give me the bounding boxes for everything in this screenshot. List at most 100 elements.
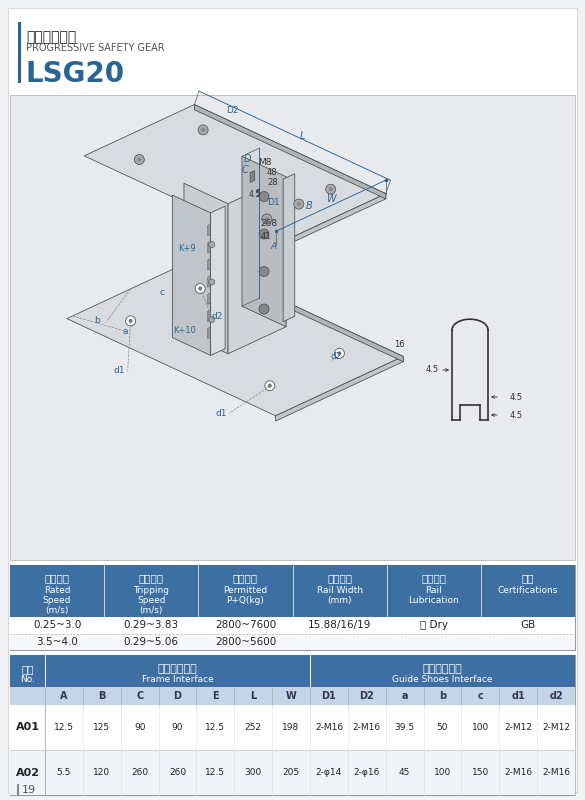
Circle shape bbox=[294, 199, 304, 209]
Circle shape bbox=[195, 283, 205, 294]
Text: a: a bbox=[401, 691, 408, 701]
Text: 0.25~3.0: 0.25~3.0 bbox=[33, 620, 81, 630]
Text: 39.5: 39.5 bbox=[394, 723, 415, 732]
Text: 16: 16 bbox=[394, 340, 405, 349]
Circle shape bbox=[265, 217, 269, 221]
Polygon shape bbox=[67, 259, 403, 416]
Text: 底梁安装接口: 底梁安装接口 bbox=[157, 664, 197, 674]
Circle shape bbox=[129, 319, 133, 323]
Text: 41: 41 bbox=[260, 233, 271, 242]
Text: b: b bbox=[95, 316, 100, 325]
Text: 触发速度: 触发速度 bbox=[139, 573, 164, 583]
Text: Speed: Speed bbox=[43, 596, 71, 605]
Bar bbox=[10, 655, 575, 687]
Text: Rail: Rail bbox=[425, 586, 442, 595]
Text: A01: A01 bbox=[15, 722, 40, 733]
Text: 2-M16: 2-M16 bbox=[315, 723, 343, 732]
Bar bbox=[10, 95, 575, 560]
Bar bbox=[10, 617, 575, 634]
Text: 15.88/16/19: 15.88/16/19 bbox=[308, 620, 371, 630]
Polygon shape bbox=[194, 105, 386, 199]
Circle shape bbox=[338, 351, 342, 355]
Circle shape bbox=[209, 317, 215, 322]
Text: 2800~7600: 2800~7600 bbox=[215, 620, 276, 630]
Circle shape bbox=[201, 128, 205, 132]
Text: 300: 300 bbox=[245, 768, 262, 777]
Polygon shape bbox=[228, 177, 286, 354]
Text: Guide Shoes Interface: Guide Shoes Interface bbox=[393, 675, 493, 684]
Text: 50: 50 bbox=[437, 723, 448, 732]
Text: B: B bbox=[98, 691, 105, 701]
Text: Certifications: Certifications bbox=[498, 586, 558, 595]
Text: LSG20: LSG20 bbox=[26, 60, 125, 88]
Text: 2-φ14: 2-φ14 bbox=[316, 768, 342, 777]
Polygon shape bbox=[173, 195, 211, 355]
Circle shape bbox=[265, 381, 275, 390]
Text: No.: No. bbox=[20, 675, 35, 684]
Text: A: A bbox=[270, 242, 277, 251]
Text: A: A bbox=[60, 691, 68, 701]
Polygon shape bbox=[276, 357, 403, 421]
Text: 100: 100 bbox=[434, 768, 451, 777]
Text: 2-M16: 2-M16 bbox=[504, 768, 532, 777]
Circle shape bbox=[209, 279, 215, 285]
Text: a: a bbox=[122, 326, 128, 335]
Bar bbox=[18, 22, 21, 74]
Text: P+Q(kg): P+Q(kg) bbox=[226, 596, 264, 605]
Text: D1: D1 bbox=[267, 198, 280, 206]
Text: 5: 5 bbox=[255, 190, 260, 198]
Text: 4.5: 4.5 bbox=[510, 410, 523, 419]
Polygon shape bbox=[276, 194, 386, 250]
Circle shape bbox=[259, 191, 269, 202]
Polygon shape bbox=[184, 183, 228, 354]
Text: 导轨润滑: 导轨润滑 bbox=[421, 573, 446, 583]
Text: Rated: Rated bbox=[44, 586, 70, 595]
Text: 198: 198 bbox=[283, 723, 300, 732]
Text: C: C bbox=[242, 165, 249, 174]
Text: 4.5: 4.5 bbox=[425, 366, 439, 374]
Text: 28: 28 bbox=[267, 178, 278, 186]
Bar bbox=[10, 565, 575, 617]
Bar bbox=[10, 705, 575, 750]
Circle shape bbox=[259, 266, 269, 277]
Circle shape bbox=[198, 125, 208, 135]
Polygon shape bbox=[211, 206, 225, 355]
Text: 导靴安装接口: 导靴安装接口 bbox=[422, 664, 462, 674]
Text: PROGRESSIVE SAFETY GEAR: PROGRESSIVE SAFETY GEAR bbox=[26, 43, 164, 53]
Text: d2: d2 bbox=[549, 691, 563, 701]
Polygon shape bbox=[208, 258, 211, 270]
Text: 2-M12: 2-M12 bbox=[504, 723, 532, 732]
Text: GB: GB bbox=[520, 620, 535, 630]
Polygon shape bbox=[208, 293, 211, 304]
Text: W: W bbox=[326, 194, 336, 204]
Text: W: W bbox=[285, 691, 297, 701]
Circle shape bbox=[329, 187, 333, 191]
Text: 5.5: 5.5 bbox=[57, 768, 71, 777]
Text: 2-M16: 2-M16 bbox=[353, 723, 381, 732]
Polygon shape bbox=[208, 327, 211, 338]
Text: 100: 100 bbox=[472, 723, 489, 732]
Text: b: b bbox=[439, 691, 446, 701]
Polygon shape bbox=[208, 224, 211, 236]
Text: 认证: 认证 bbox=[522, 573, 534, 583]
Text: 45: 45 bbox=[399, 768, 410, 777]
Circle shape bbox=[137, 158, 142, 162]
Text: 205: 205 bbox=[283, 768, 300, 777]
Text: Speed: Speed bbox=[137, 596, 166, 605]
Text: 252: 252 bbox=[245, 723, 261, 732]
Text: M8: M8 bbox=[257, 158, 271, 166]
Text: 120: 120 bbox=[93, 768, 111, 777]
Text: 260: 260 bbox=[131, 768, 148, 777]
Polygon shape bbox=[250, 170, 254, 182]
Text: 2-M12: 2-M12 bbox=[542, 723, 570, 732]
Text: L: L bbox=[250, 691, 256, 701]
Circle shape bbox=[268, 384, 272, 388]
Text: 48: 48 bbox=[267, 168, 278, 177]
Text: Tripping: Tripping bbox=[133, 586, 169, 595]
Text: (mm): (mm) bbox=[328, 596, 352, 605]
Text: D2: D2 bbox=[226, 106, 238, 115]
Text: Rail Width: Rail Width bbox=[316, 586, 363, 595]
Text: A02: A02 bbox=[15, 767, 40, 778]
Circle shape bbox=[259, 229, 269, 239]
Text: 90: 90 bbox=[134, 723, 146, 732]
